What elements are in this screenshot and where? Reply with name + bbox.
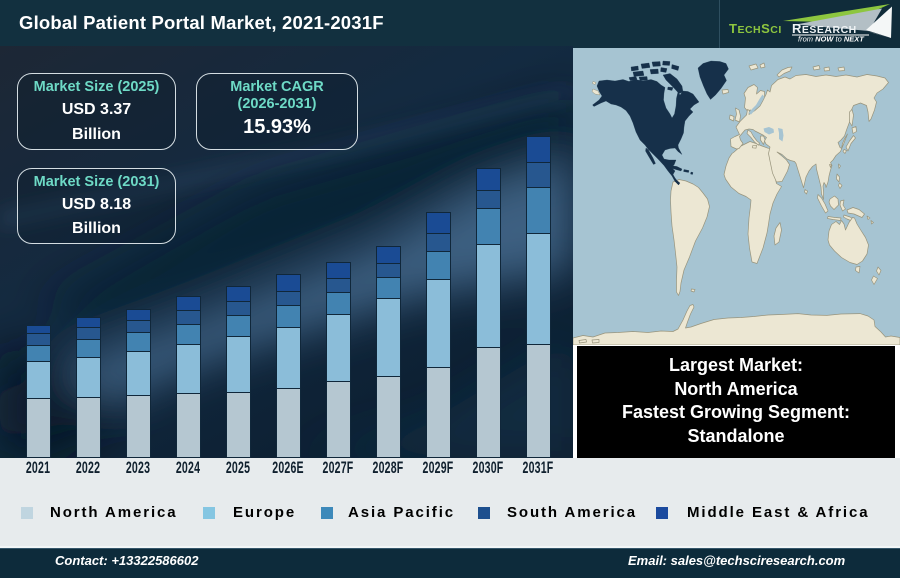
svg-text:RESEARCH: RESEARCH	[792, 21, 857, 36]
svg-text:from NOW to NEXT: from NOW to NEXT	[798, 35, 865, 44]
svg-text:TECHSCI: TECHSCI	[729, 21, 782, 36]
